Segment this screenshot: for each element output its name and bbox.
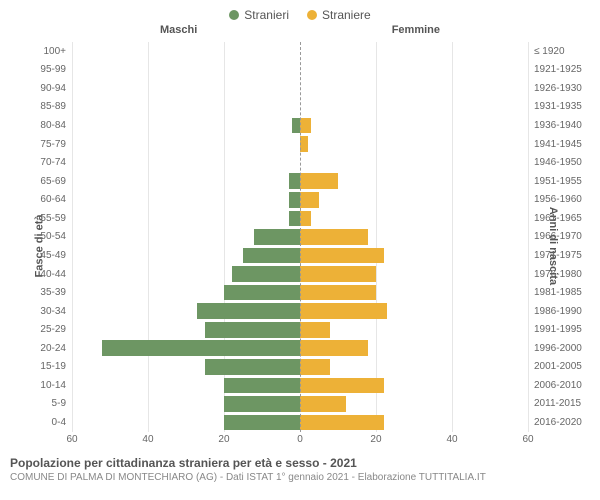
bar-female (300, 396, 346, 412)
birth-year-label: 1966-1970 (528, 231, 582, 242)
birth-year-label: 1976-1980 (528, 269, 582, 280)
birth-year-label: 2011-2015 (528, 398, 581, 409)
bar-male (205, 359, 300, 375)
age-label: 50-54 (40, 231, 72, 242)
bar-female (300, 192, 319, 208)
x-tick: 0 (297, 434, 303, 445)
age-label: 95-99 (40, 64, 72, 75)
age-label: 75-79 (40, 139, 72, 150)
birth-year-label: 1946-1950 (528, 157, 582, 168)
x-tick: 60 (522, 434, 533, 445)
bar-male (292, 118, 300, 134)
legend-swatch-male (229, 10, 239, 20)
birth-year-label: 1951-1955 (528, 176, 582, 187)
age-label: 85-89 (40, 101, 72, 112)
bar-male (205, 322, 300, 338)
bar-male (289, 173, 300, 189)
age-label: 15-19 (40, 361, 72, 372)
bar-male (289, 211, 300, 227)
footer-title: Popolazione per cittadinanza straniera p… (10, 456, 590, 470)
population-pyramid-chart: Stranieri Straniere Maschi Femmine Fasce… (0, 0, 600, 500)
age-label: 100+ (43, 46, 72, 57)
birth-year-label: 1921-1925 (528, 64, 582, 75)
age-label: 45-49 (40, 250, 72, 261)
birth-year-label: 1936-1940 (528, 120, 582, 131)
birth-year-label: 1956-1960 (528, 194, 582, 205)
bar-male (197, 303, 300, 319)
bar-male (224, 378, 300, 394)
bar-female (300, 118, 311, 134)
center-divider (300, 42, 301, 432)
legend-item-male: Stranieri (229, 8, 289, 22)
x-tick: 20 (218, 434, 229, 445)
age-label: 30-34 (40, 306, 72, 317)
legend-label-female: Straniere (322, 8, 371, 22)
bar-male (102, 340, 300, 356)
legend-label-male: Stranieri (244, 8, 289, 22)
bar-male (224, 396, 300, 412)
column-headers: Maschi Femmine (0, 22, 600, 42)
age-label: 65-69 (40, 176, 72, 187)
birth-year-label: 2016-2020 (528, 417, 582, 428)
age-label: 40-44 (40, 269, 72, 280)
bar-female (300, 285, 376, 301)
bar-male (224, 415, 300, 431)
header-female: Femmine (392, 24, 440, 36)
bar-female (300, 359, 330, 375)
age-label: 20-24 (40, 343, 72, 354)
birth-year-label: 2006-2010 (528, 380, 582, 391)
bar-female (300, 211, 311, 227)
bar-female (300, 173, 338, 189)
bar-male (232, 266, 300, 282)
chart-footer: Popolazione per cittadinanza straniera p… (0, 450, 600, 483)
birth-year-label: 1926-1930 (528, 83, 582, 94)
bar-female (300, 322, 330, 338)
x-tick: 60 (66, 434, 77, 445)
bar-male (243, 248, 300, 264)
bar-male (224, 285, 300, 301)
legend-swatch-female (307, 10, 317, 20)
birth-year-label: 1981-1985 (528, 287, 582, 298)
birth-year-label: 1931-1935 (528, 101, 582, 112)
age-label: 60-64 (40, 194, 72, 205)
bar-female (300, 378, 384, 394)
birth-year-label: 2001-2005 (528, 361, 582, 372)
birth-year-label: ≤ 1920 (528, 46, 565, 57)
birth-year-label: 1961-1965 (528, 213, 582, 224)
bar-female (300, 229, 368, 245)
legend: Stranieri Straniere (0, 0, 600, 22)
age-label: 25-29 (40, 324, 72, 335)
birth-year-label: 1941-1945 (528, 139, 582, 150)
bar-female (300, 248, 384, 264)
age-label: 0-4 (52, 417, 72, 428)
bar-female (300, 415, 384, 431)
birth-year-label: 1971-1975 (528, 250, 582, 261)
birth-year-label: 1991-1995 (528, 324, 582, 335)
age-label: 35-39 (40, 287, 72, 298)
header-male: Maschi (160, 24, 197, 36)
bar-male (254, 229, 300, 245)
age-label: 70-74 (40, 157, 72, 168)
age-label: 80-84 (40, 120, 72, 131)
bar-female (300, 266, 376, 282)
birth-year-label: 1986-1990 (528, 306, 582, 317)
age-label: 10-14 (40, 380, 72, 391)
x-tick: 40 (446, 434, 457, 445)
age-label: 90-94 (40, 83, 72, 94)
x-tick: 20 (370, 434, 381, 445)
age-label: 5-9 (52, 398, 72, 409)
footer-subtitle: COMUNE DI PALMA DI MONTECHIARO (AG) - Da… (10, 470, 590, 483)
bar-female (300, 136, 308, 152)
x-axis: 6040200204060 (72, 432, 528, 450)
legend-item-female: Straniere (307, 8, 371, 22)
age-label: 55-59 (40, 213, 72, 224)
birth-year-label: 1996-2000 (528, 343, 582, 354)
bar-male (289, 192, 300, 208)
bar-female (300, 303, 387, 319)
x-tick: 40 (142, 434, 153, 445)
plot-area: 100+≤ 192095-991921-192590-941926-193085… (72, 42, 528, 432)
bar-female (300, 340, 368, 356)
